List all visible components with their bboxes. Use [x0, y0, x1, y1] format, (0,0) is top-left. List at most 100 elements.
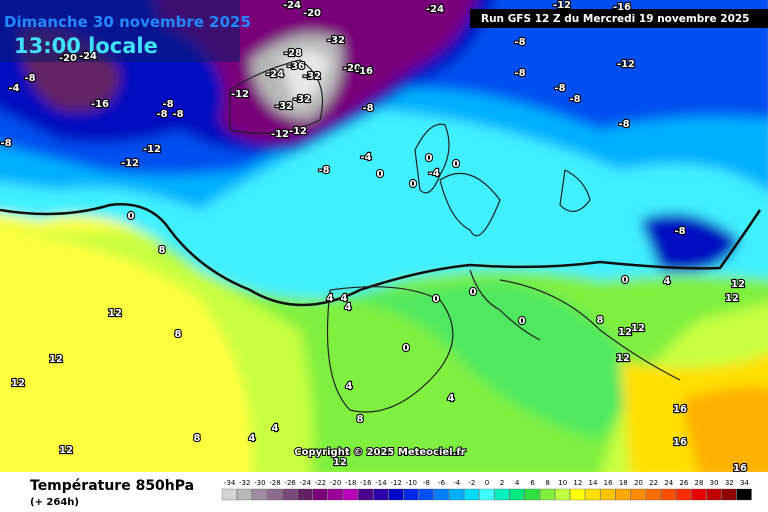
legend-label: -30 — [254, 479, 265, 487]
legend-swatch — [327, 488, 343, 501]
contour-label: -8 — [514, 37, 525, 48]
legend-label: 10 — [558, 479, 567, 487]
contour-label: -8 — [318, 165, 329, 176]
legend-swatch — [570, 488, 586, 501]
contour-label: -12 — [121, 158, 139, 169]
legend-label: -18 — [345, 479, 356, 487]
legend-swatch — [267, 488, 283, 501]
contour-label: 12 — [618, 327, 632, 338]
legend-label: -14 — [375, 479, 387, 487]
header-backdrop — [0, 0, 240, 62]
contour-label: 16 — [673, 404, 687, 415]
contour-label: 0 — [433, 294, 440, 305]
contour-label: -24 — [426, 4, 444, 15]
contour-label: -16 — [91, 99, 109, 110]
legend-swatch — [524, 488, 540, 501]
contour-label: -8 — [156, 109, 167, 120]
legend-label: 32 — [725, 479, 734, 487]
legend-label: -12 — [390, 479, 401, 487]
legend-label: -16 — [360, 479, 372, 487]
legend-label: 34 — [740, 479, 749, 487]
contour-label: -8 — [618, 119, 629, 130]
contour-label: -8 — [24, 73, 35, 84]
contour-label: -8 — [554, 83, 565, 94]
legend-swatch — [676, 488, 692, 501]
contour-label: -12 — [271, 129, 289, 140]
contour-label: -8 — [162, 99, 173, 110]
legend-label: 28 — [695, 479, 704, 487]
legend-label: 26 — [679, 479, 688, 487]
legend-swatch — [252, 488, 268, 501]
legend-label: 14 — [589, 479, 598, 487]
legend-swatch — [736, 488, 752, 501]
legend-swatch — [358, 488, 374, 501]
local-time: 13:00 locale — [14, 34, 158, 58]
legend-swatch — [554, 488, 570, 501]
legend-swatch — [312, 488, 328, 501]
legend-swatch — [282, 488, 298, 501]
contour-label: 4 — [341, 293, 348, 304]
legend-label: -34 — [224, 479, 236, 487]
contour-label: -32 — [327, 35, 345, 46]
contour-label: -8 — [362, 103, 373, 114]
contour-label: -32 — [275, 101, 293, 112]
legend-label: -2 — [468, 479, 475, 487]
zero-isotherm — [0, 203, 762, 307]
legend-swatch — [433, 488, 449, 501]
legend-label: 0 — [485, 479, 489, 487]
footer-title: Température 850hPa — [30, 478, 194, 494]
legend: -34 -32 -30 -28 -26 -24 -22 -20 -18 -16 -14 -12 -10-… — [221, 479, 752, 501]
contour-label: -24 — [283, 0, 301, 11]
legend-label: 30 — [710, 479, 719, 487]
contour-label: -8 — [569, 94, 580, 105]
contour-label: 4 — [346, 381, 353, 392]
contour-label: 0 — [519, 316, 526, 327]
legend-swatch — [479, 488, 495, 501]
contour-label: -12 — [617, 59, 635, 70]
legend-label: 8 — [545, 479, 549, 487]
contour-label: -20 — [343, 63, 361, 74]
legend-swatch — [297, 488, 313, 501]
temperature-field — [0, 0, 768, 500]
run-box — [470, 9, 768, 28]
contour-label: 4 — [272, 423, 279, 434]
legend-label: 20 — [634, 479, 643, 487]
contour-label: 0 — [426, 153, 433, 164]
contour-label: 0 — [410, 179, 417, 190]
coastlines — [229, 59, 681, 413]
contour-label: -4 — [8, 83, 19, 94]
contour-label: -28 — [284, 48, 302, 59]
contour-label: 0 — [453, 159, 460, 170]
run-info: Run GFS 12 Z du Mercredi 19 novembre 202… — [481, 13, 749, 25]
contour-label: -12 — [553, 0, 571, 11]
contour-label: -20 — [59, 53, 77, 64]
contour-label: 12 — [725, 293, 739, 304]
legend-swatch — [494, 488, 510, 501]
contour-label: 8 — [357, 414, 364, 425]
legend-swatch — [539, 488, 555, 501]
contour-label: 12 — [631, 323, 645, 334]
contour-label: -4 — [428, 168, 439, 179]
contour-label: -24 — [266, 69, 284, 80]
legend-label: 6 — [530, 479, 535, 487]
contour-label: 8 — [597, 315, 604, 326]
legend-label: -4 — [453, 479, 461, 487]
legend-swatch — [403, 488, 419, 501]
legend-swatch — [615, 488, 631, 501]
contour-label: -8 — [172, 109, 183, 120]
copyright: Copyright © 2025 Meteociel.fr — [294, 447, 465, 458]
legend-label: -22 — [315, 479, 326, 487]
contour-label: 4 — [664, 276, 671, 287]
legend-label: 24 — [664, 479, 673, 487]
contour-label: 4 — [345, 302, 352, 313]
contour-label: -16 — [613, 2, 631, 13]
legend-label: -10 — [406, 479, 417, 487]
legend-label: 22 — [649, 479, 658, 487]
contour-label: 12 — [616, 353, 630, 364]
legend-swatch — [373, 488, 389, 501]
legend-label: 18 — [619, 479, 628, 487]
legend-swatch — [448, 488, 464, 501]
legend-swatch — [600, 488, 616, 501]
legend-swatch — [706, 488, 722, 501]
